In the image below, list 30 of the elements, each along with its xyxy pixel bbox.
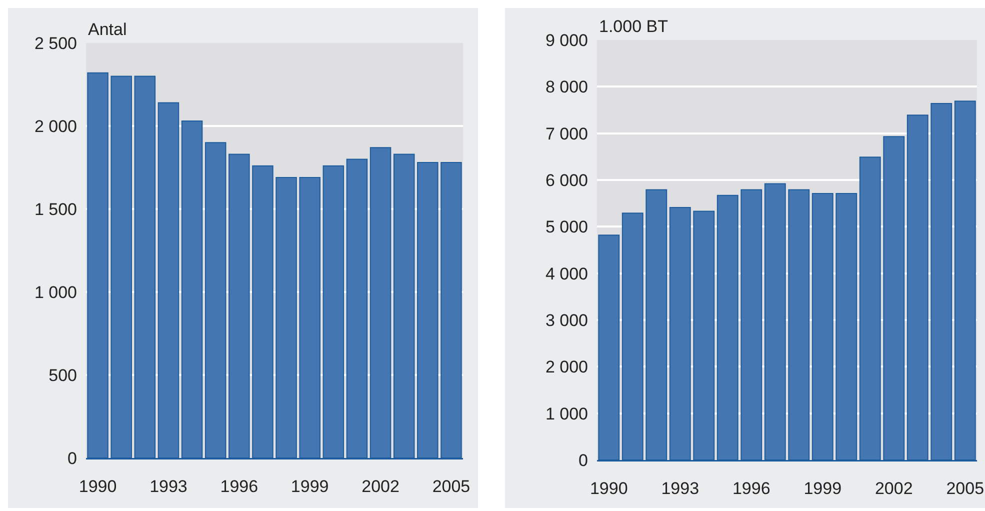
y-tick-label: 0 bbox=[68, 448, 77, 468]
y-tick-label: 0 bbox=[578, 450, 588, 470]
y-tick-label: 3 000 bbox=[545, 310, 588, 330]
y-tick-label: 6 000 bbox=[545, 170, 588, 190]
x-tick-label: 1999 bbox=[804, 478, 842, 498]
x-tick-label: 1996 bbox=[732, 478, 770, 498]
y-tick-label: 8 000 bbox=[545, 78, 588, 97]
y-tick-label: 1 500 bbox=[34, 200, 77, 219]
y-tick-label: 2 000 bbox=[545, 358, 588, 377]
x-tick-label: 1993 bbox=[150, 476, 188, 496]
x-tick-label: 1999 bbox=[290, 476, 329, 496]
y-axis-title: Antal bbox=[88, 20, 127, 39]
x-tick-label: 1990 bbox=[590, 478, 628, 498]
y-tick-label: 2 000 bbox=[34, 116, 77, 136]
y-tick-label: 1 000 bbox=[545, 404, 588, 424]
x-tick-label: 1996 bbox=[220, 476, 258, 496]
x-tick-label: 1990 bbox=[78, 476, 117, 496]
y-tick-label: 7 000 bbox=[545, 124, 588, 144]
y-tick-label: 1 000 bbox=[34, 282, 77, 302]
y-tick-label: 9 000 bbox=[545, 30, 588, 50]
y-tick-label: 2 500 bbox=[34, 34, 77, 53]
y-tick-label: 500 bbox=[48, 366, 77, 385]
x-tick-label: 2005 bbox=[946, 478, 984, 498]
x-tick-label: 2002 bbox=[874, 478, 913, 498]
x-tick-label: 1993 bbox=[661, 478, 700, 498]
x-tick-label: 2005 bbox=[432, 476, 470, 496]
y-tick-label: 4 000 bbox=[545, 264, 588, 284]
y-tick-label: 5 000 bbox=[545, 218, 588, 237]
y-axis-title: 1.000 BT bbox=[599, 17, 668, 36]
x-tick-label: 2002 bbox=[362, 476, 400, 496]
